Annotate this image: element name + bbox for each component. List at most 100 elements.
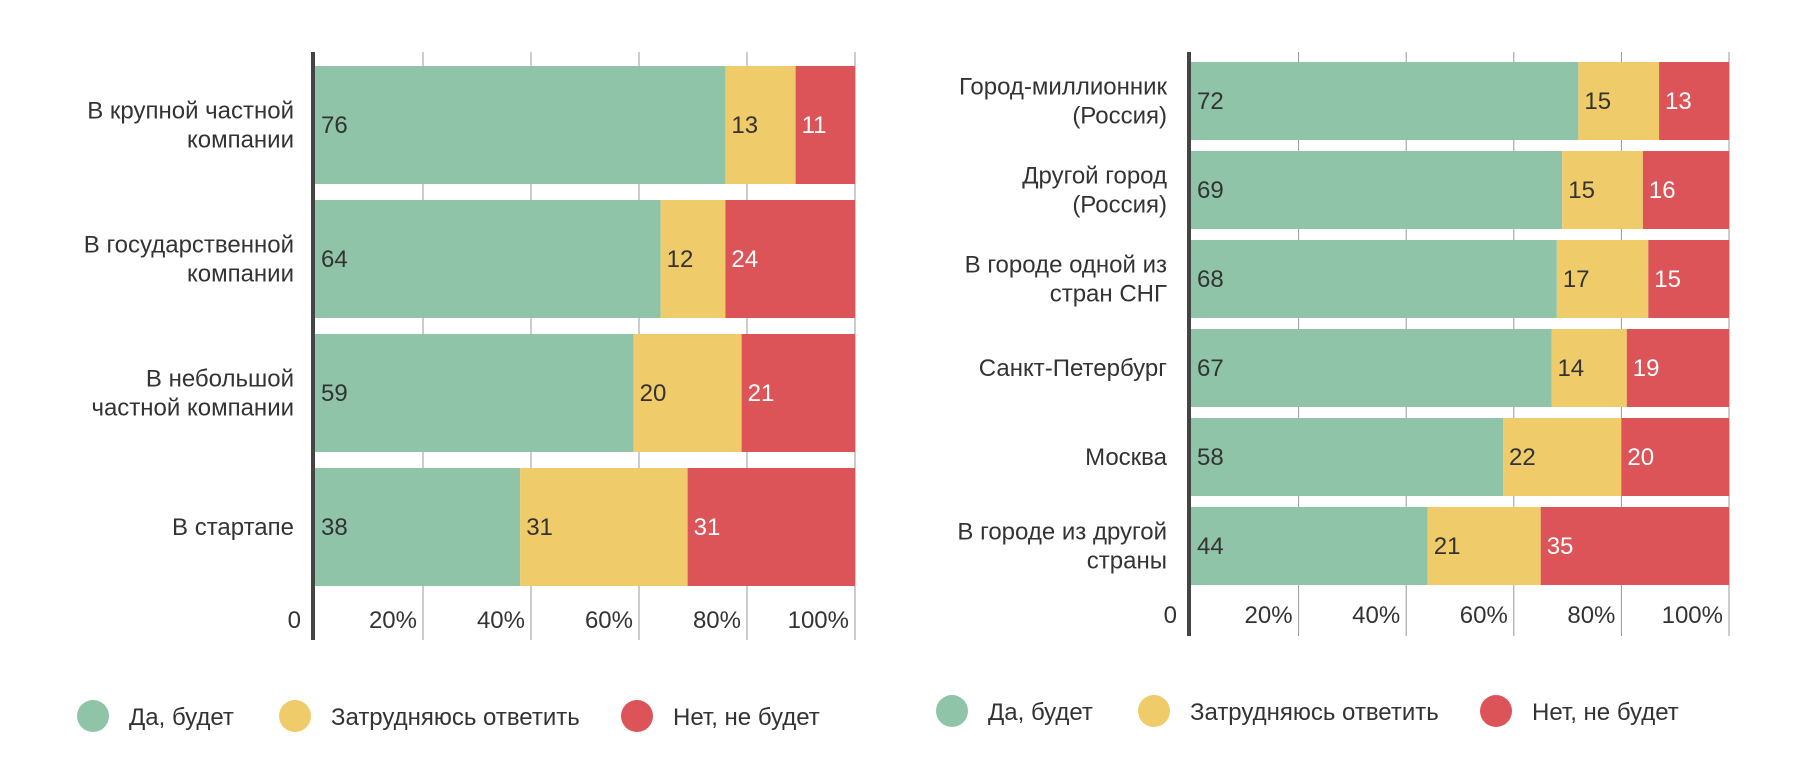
category-label: В крупной частной [87,98,294,125]
data-label-unsure: 14 [1557,355,1584,382]
legend-swatch-no [621,700,653,732]
data-label-yes: 69 [1197,177,1224,204]
data-label-yes: 72 [1197,88,1224,115]
legend-label: Нет, не будет [673,704,820,731]
category-label: компании [187,127,294,154]
data-label-no: 31 [694,514,721,541]
category-label: (Россия) [1072,103,1167,130]
data-label-no: 20 [1627,444,1654,471]
category-label: (Россия) [1072,192,1167,219]
bar-no [725,200,855,318]
x-tick-label: 80% [693,607,741,634]
bar-yes [315,66,726,184]
category-label: Другой город [1022,163,1167,190]
data-label-unsure: 21 [1434,533,1461,560]
bar-yes [315,468,521,586]
bar-yes [1191,240,1557,318]
data-label-no: 19 [1633,355,1660,382]
legend-swatch-no [1480,695,1512,727]
bar-unsure [1578,62,1660,140]
data-label-unsure: 17 [1563,266,1590,293]
data-label-yes: 76 [321,112,348,139]
bar-no [1648,240,1729,318]
data-label-yes: 68 [1197,266,1224,293]
bar-yes [315,200,661,318]
x-tick-label: 40% [1352,602,1400,629]
category-label: Москва [1085,444,1168,471]
x-tick-label: 60% [1460,602,1508,629]
data-label-no: 21 [748,380,775,407]
data-label-unsure: 12 [667,246,694,273]
x-tick-label: 100% [1662,602,1723,629]
category-label: В городе из другой [957,519,1167,546]
legend-label: Затрудняюсь ответить [331,704,580,731]
category-label: В городе одной из [965,252,1167,279]
data-label-unsure: 22 [1509,444,1536,471]
data-label-unsure: 15 [1584,88,1611,115]
bar-unsure [725,66,796,184]
legend-label: Затрудняюсь ответить [1190,699,1439,726]
bar-no [1621,418,1729,496]
data-label-no: 13 [1665,88,1692,115]
category-label: стран СНГ [1050,281,1167,308]
data-label-no: 24 [731,246,758,273]
bar-yes [1191,62,1579,140]
category-label: страны [1087,548,1167,575]
bar-no [741,334,855,452]
data-label-unsure: 13 [731,112,758,139]
x-tick-label: 0 [1164,602,1177,629]
legend-swatch-yes [936,695,968,727]
x-tick-label: 20% [1245,602,1293,629]
bar-unsure [1556,240,1649,318]
data-label-yes: 59 [321,380,348,407]
x-tick-label: 0 [288,607,301,634]
bar-yes [1191,507,1428,585]
data-label-unsure: 20 [640,380,667,407]
data-label-yes: 38 [321,514,348,541]
bar-no [687,468,855,586]
category-label: частной компании [91,395,294,422]
data-label-no: 11 [802,112,827,139]
bar-unsure [660,200,726,318]
bar-no [1642,151,1729,229]
x-tick-label: 80% [1567,602,1615,629]
category-label: Город-миллионник [959,74,1167,101]
x-tick-label: 20% [369,607,417,634]
x-tick-label: 40% [477,607,525,634]
bar-no [1540,507,1729,585]
bar-yes [1191,418,1504,496]
bar-unsure [633,334,742,452]
bar-unsure [520,468,688,586]
data-label-yes: 64 [321,246,348,273]
legend-swatch-unsure [1138,695,1170,727]
bar-yes [1191,151,1563,229]
bar-unsure [1562,151,1643,229]
bar-no [1659,62,1729,140]
category-label: Санкт-Петербург [979,355,1167,382]
legend-label: Да, будет [129,704,234,731]
data-label-yes: 44 [1197,533,1224,560]
category-label: В стартапе [172,514,294,541]
category-label: компании [187,261,294,288]
bar-unsure [1427,507,1541,585]
bar-yes [315,334,634,452]
data-label-unsure: 31 [526,514,553,541]
legend-label: Да, будет [988,699,1093,726]
legend-swatch-yes [77,700,109,732]
x-tick-label: 100% [788,607,849,634]
data-label-yes: 58 [1197,444,1224,471]
legend-swatch-unsure [279,700,311,732]
data-label-unsure: 15 [1568,177,1595,204]
bar-no [1626,329,1729,407]
data-label-no: 15 [1654,266,1681,293]
legend-label: Нет, не будет [1532,699,1679,726]
bar-unsure [1551,329,1627,407]
data-label-no: 35 [1547,533,1574,560]
bar-unsure [1503,418,1622,496]
data-label-yes: 67 [1197,355,1224,382]
x-tick-label: 60% [585,607,633,634]
category-label: В небольшой [146,366,294,393]
